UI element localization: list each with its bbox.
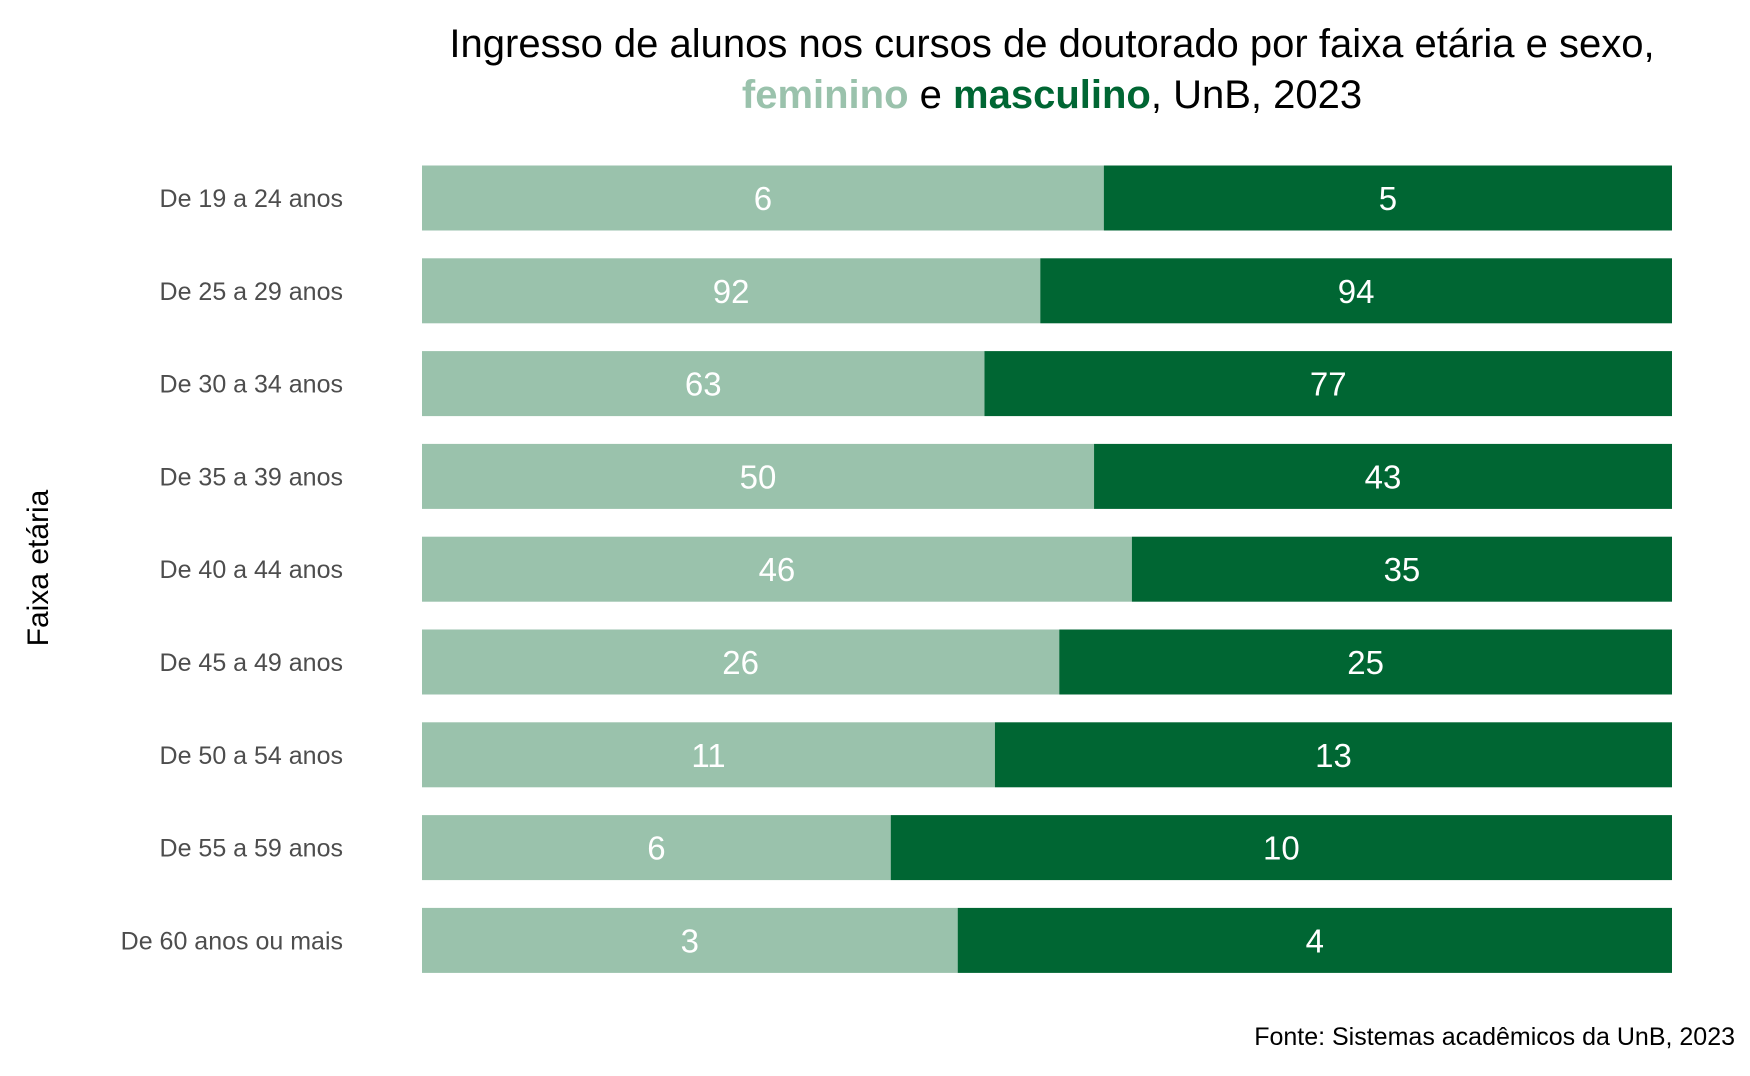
bar-masculino: [984, 351, 1672, 417]
bar-masculino: [1131, 536, 1672, 602]
data-label-feminino: 46: [759, 551, 796, 588]
bar-feminino: [422, 907, 958, 973]
bar-feminino: [422, 351, 985, 417]
data-label-feminino: 3: [681, 922, 699, 959]
category-label: De 55 a 59 anos: [160, 835, 343, 863]
category-label: De 25 a 29 anos: [160, 278, 343, 306]
bar-feminino: [422, 815, 891, 881]
data-label-feminino: 26: [722, 644, 759, 681]
data-label-masculino: 94: [1338, 273, 1375, 310]
bar-feminino: [422, 629, 1060, 695]
title-feminino: feminino: [742, 73, 909, 117]
bar-feminino: [422, 536, 1132, 602]
data-label-feminino: 92: [713, 273, 750, 310]
data-label-masculino: 10: [1263, 830, 1300, 867]
data-label-masculino: 77: [1310, 366, 1347, 403]
bar-masculino: [1094, 443, 1672, 509]
title-masculino: masculino: [953, 73, 1151, 117]
bar-masculino: [890, 815, 1672, 881]
y-axis-title: Faixa etária: [22, 489, 55, 646]
title-e: e: [909, 73, 953, 117]
category-label: De 30 a 34 anos: [160, 371, 343, 399]
category-label: De 60 anos ou mais: [121, 927, 343, 955]
data-label-feminino: 63: [685, 366, 722, 403]
data-label-masculino: 13: [1315, 737, 1352, 774]
data-label-feminino: 11: [691, 737, 725, 774]
bar-masculino: [957, 907, 1672, 973]
bar-masculino: [994, 722, 1672, 788]
data-label-masculino: 25: [1347, 644, 1384, 681]
bar-feminino: [422, 165, 1104, 231]
chart-title: Ingresso de alunos nos cursos de doutora…: [449, 22, 1654, 117]
bar-masculino: [1040, 258, 1672, 324]
category-label: De 45 a 49 anos: [160, 649, 343, 677]
category-labels: De 19 a 24 anos De 25 a 29 anos De 30 a 34…: [121, 185, 343, 955]
bar-masculino: [1103, 165, 1672, 231]
title-suffix: , UnB, 2023: [1151, 73, 1362, 117]
category-label: De 40 a 44 anos: [160, 556, 343, 584]
data-label-masculino: 35: [1384, 551, 1421, 588]
category-label: De 19 a 24 anos: [160, 185, 343, 213]
chart-title-line1: Ingresso de alunos nos cursos de doutora…: [449, 22, 1654, 66]
bar-masculino: [1059, 629, 1672, 695]
chart-caption: Fonte: Sistemas acadêmicos da UnB, 2023: [1254, 1023, 1735, 1051]
data-label-masculino: 5: [1379, 180, 1397, 217]
data-label-masculino: 4: [1306, 922, 1324, 959]
bars-group: 6 5 92 94 63 77 50 43 46 35 26 25 11 13 6 10 3 4: [422, 165, 1672, 973]
data-label-feminino: 50: [740, 458, 777, 495]
data-label-masculino: 43: [1365, 458, 1402, 495]
category-label: De 50 a 54 anos: [160, 742, 343, 770]
bar-feminino: [422, 258, 1041, 324]
data-label-feminino: 6: [754, 180, 772, 217]
category-label: De 35 a 39 anos: [160, 463, 343, 491]
bar-feminino: [422, 722, 995, 788]
bar-feminino: [422, 443, 1095, 509]
data-label-feminino: 6: [647, 830, 665, 867]
chart-title-line2: feminino e masculino, UnB, 2023: [742, 73, 1362, 117]
